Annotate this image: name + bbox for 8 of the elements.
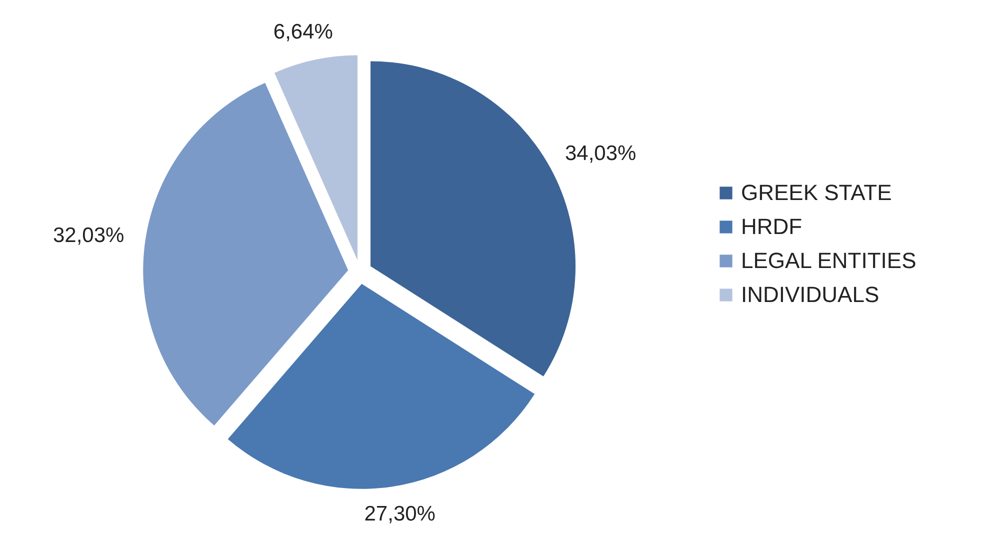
data-label: 27,30% — [364, 502, 436, 526]
legend-label: GREEK STATE — [741, 180, 892, 205]
data-label: 6,64% — [273, 20, 333, 44]
legend-label: HRDF — [741, 214, 802, 239]
legend-label: LEGAL ENTITIES — [741, 248, 916, 273]
data-label: 34,03% — [564, 142, 636, 166]
legend-label: INDIVIDUALS — [741, 282, 880, 307]
data-label: 32,03% — [52, 224, 124, 248]
